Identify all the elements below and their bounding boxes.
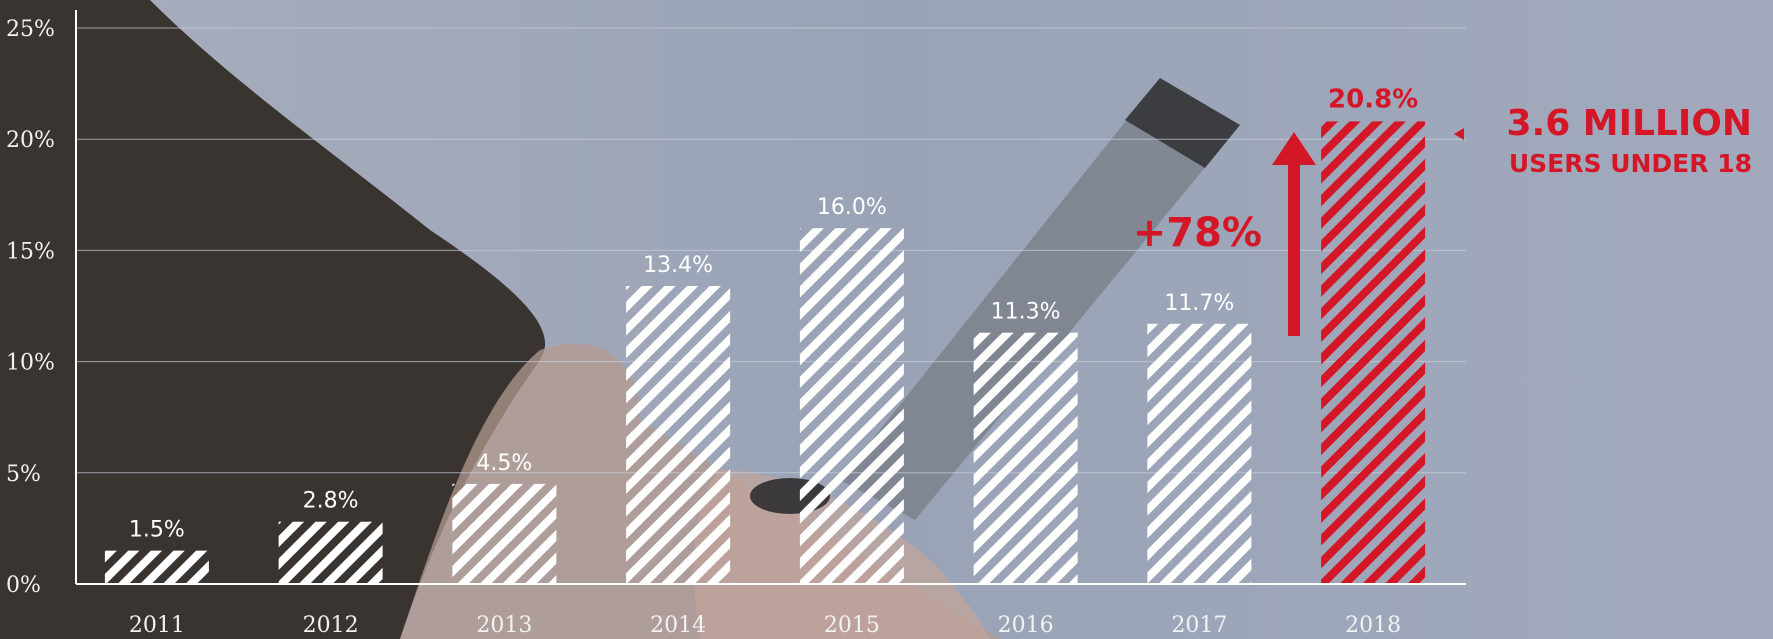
y-tick-label: 10% <box>6 351 55 376</box>
x-tick-label-2015: 2015 <box>824 613 880 638</box>
bar-2016 <box>973 332 1078 584</box>
bar-2014 <box>626 285 731 584</box>
data-label-2012: 2.8% <box>303 489 359 514</box>
data-label-2013: 4.5% <box>476 451 532 476</box>
data-label-2018: 20.8% <box>1328 84 1418 114</box>
x-tick-label-2012: 2012 <box>303 613 359 638</box>
callout-main-text: 3.6 MILLION <box>1506 103 1752 144</box>
data-label-2014: 13.4% <box>643 253 713 278</box>
bars <box>104 121 1426 585</box>
y-tick-label: 25% <box>6 17 55 42</box>
x-tick-label-2011: 2011 <box>129 613 185 638</box>
bar-2018 <box>1321 121 1426 585</box>
data-label-2016: 11.3% <box>991 300 1061 325</box>
x-axis-tick-labels: 2011 2012 2013 2014 2015 2016 2017 2018 <box>129 613 1401 638</box>
data-label-2015: 16.0% <box>817 195 887 220</box>
background-device-shape <box>840 78 1240 520</box>
bar-2011 <box>104 550 209 584</box>
callout-sub-text: USERS UNDER 18 <box>1509 149 1752 178</box>
triangle-left-icon <box>1454 128 1464 140</box>
x-tick-label-2013: 2013 <box>476 613 532 638</box>
callout: 3.6 MILLION USERS UNDER 18 <box>1454 103 1752 178</box>
growth-annotation: +78% <box>1133 132 1316 336</box>
data-labels: 1.5% 2.8% 4.5% 13.4% 16.0% 11.3% 11.7% 20.8% <box>129 84 1418 542</box>
y-tick-label: 5% <box>6 462 41 487</box>
arrow-up-icon <box>1272 132 1316 336</box>
data-label-2017: 11.7% <box>1164 291 1234 316</box>
x-tick-label-2017: 2017 <box>1171 613 1227 638</box>
y-tick-label: 20% <box>6 128 55 153</box>
y-tick-label: 0% <box>6 573 41 598</box>
x-tick-label-2018: 2018 <box>1345 613 1401 638</box>
bar-2017 <box>1147 323 1252 584</box>
y-axis-tick-labels: 0% 5% 10% 15% 20% 25% <box>6 17 55 598</box>
bar-2012 <box>278 521 383 584</box>
data-label-2011: 1.5% <box>129 518 185 543</box>
background-sleeve-shape <box>0 0 546 639</box>
bar-2015 <box>799 228 904 584</box>
x-tick-label-2014: 2014 <box>650 613 706 638</box>
bar-2013 <box>452 483 557 584</box>
growth-percent-label: +78% <box>1133 210 1262 256</box>
y-tick-label: 15% <box>6 239 55 264</box>
x-tick-label-2016: 2016 <box>998 613 1054 638</box>
